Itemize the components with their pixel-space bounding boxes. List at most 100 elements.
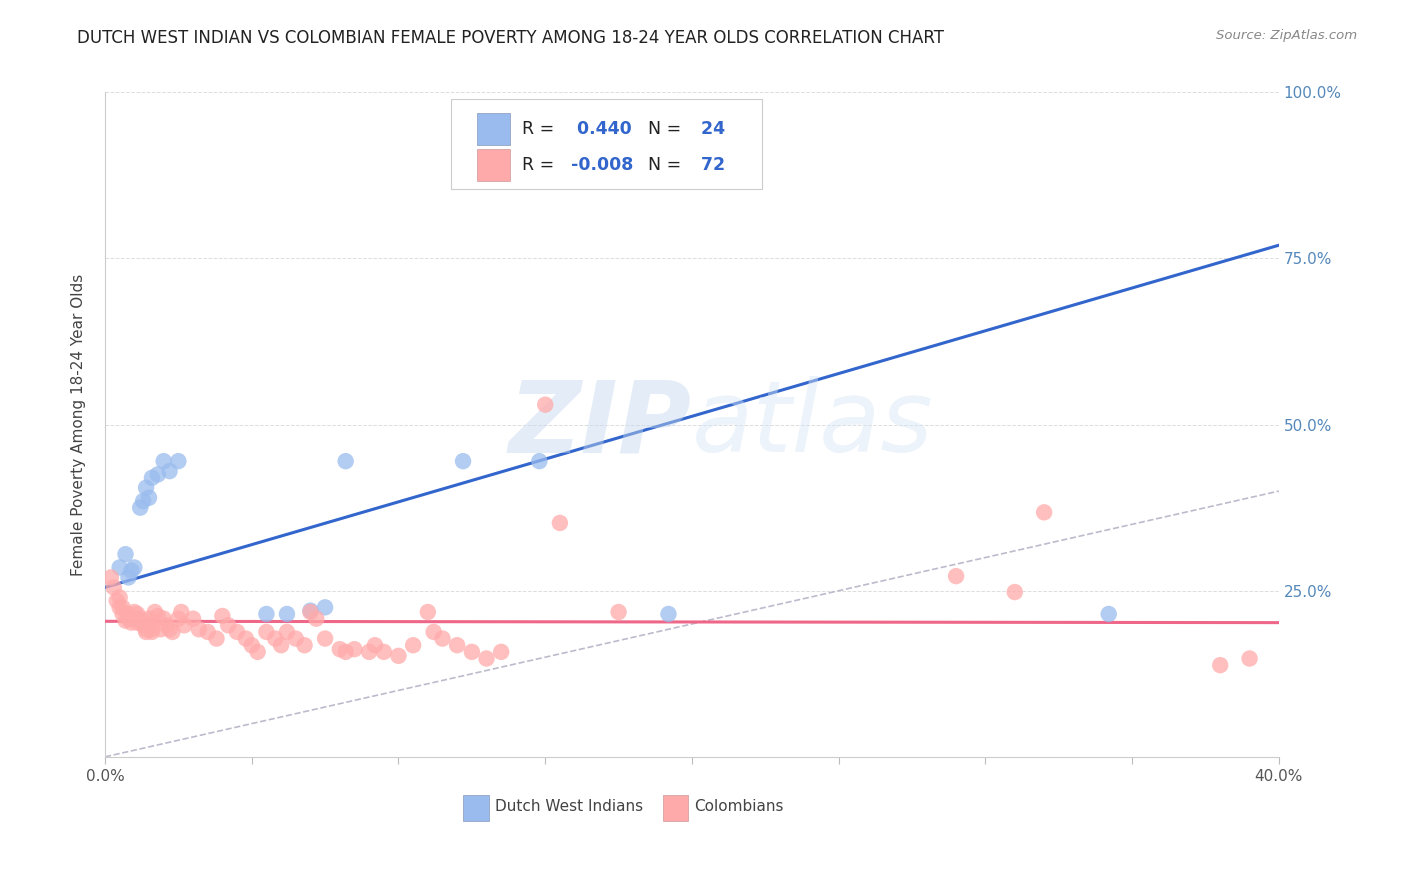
Point	[305, 612, 328, 626]
Point	[167, 612, 190, 626]
Point	[108, 600, 131, 615]
Point	[1209, 658, 1232, 673]
Point	[422, 624, 444, 639]
Point	[132, 618, 155, 632]
Point	[254, 607, 277, 621]
Point	[127, 607, 149, 621]
FancyBboxPatch shape	[477, 112, 510, 145]
FancyBboxPatch shape	[662, 795, 689, 822]
Point	[446, 638, 468, 652]
Point	[335, 645, 357, 659]
Point	[129, 612, 152, 626]
Point	[146, 609, 169, 624]
Text: ZIP: ZIP	[509, 376, 692, 473]
Point	[114, 614, 136, 628]
Point	[299, 604, 322, 618]
Point	[534, 398, 557, 412]
Point	[314, 632, 336, 646]
Point	[170, 605, 193, 619]
Point	[299, 605, 322, 619]
Point	[226, 624, 249, 639]
Text: N =: N =	[637, 120, 681, 137]
Point	[402, 638, 425, 652]
Point	[489, 645, 512, 659]
Point	[1239, 651, 1261, 665]
Point	[211, 609, 233, 624]
Point	[451, 454, 474, 468]
Point	[187, 622, 209, 636]
Point	[235, 632, 257, 646]
Point	[124, 560, 146, 574]
Text: Colombians: Colombians	[695, 799, 783, 814]
Point	[135, 481, 157, 495]
FancyBboxPatch shape	[477, 149, 510, 181]
Point	[475, 651, 498, 665]
Point	[387, 648, 409, 663]
Text: R =: R =	[522, 120, 554, 137]
Text: Source: ZipAtlas.com: Source: ZipAtlas.com	[1216, 29, 1357, 42]
Point	[359, 645, 381, 659]
Point	[143, 605, 166, 619]
Point	[120, 564, 142, 578]
Point	[432, 632, 454, 646]
Point	[162, 624, 184, 639]
Point	[138, 612, 160, 626]
Point	[138, 618, 160, 632]
Point	[103, 581, 125, 595]
Point	[111, 607, 134, 621]
Point	[461, 645, 484, 659]
Text: atlas: atlas	[692, 376, 934, 473]
Point	[135, 622, 157, 636]
FancyBboxPatch shape	[451, 99, 762, 189]
Point	[364, 638, 387, 652]
Point	[146, 467, 169, 482]
Point	[294, 638, 316, 652]
Point	[167, 454, 190, 468]
Point	[117, 570, 139, 584]
Text: DUTCH WEST INDIAN VS COLOMBIAN FEMALE POVERTY AMONG 18-24 YEAR OLDS CORRELATION : DUTCH WEST INDIAN VS COLOMBIAN FEMALE PO…	[77, 29, 945, 46]
Point	[117, 612, 139, 626]
Point	[124, 612, 146, 626]
Point	[181, 612, 204, 626]
Point	[329, 642, 352, 657]
Text: 0.440: 0.440	[571, 120, 631, 137]
Point	[108, 560, 131, 574]
Point	[152, 454, 174, 468]
Point	[246, 645, 269, 659]
Point	[284, 632, 307, 646]
Text: 72: 72	[696, 156, 725, 174]
Point	[264, 632, 287, 646]
Point	[132, 615, 155, 630]
Point	[343, 642, 366, 657]
Point	[314, 600, 336, 615]
Point	[132, 494, 155, 508]
Point	[1033, 505, 1056, 519]
Point	[416, 605, 439, 619]
Point	[529, 454, 551, 468]
Point	[254, 624, 277, 639]
Point	[240, 638, 263, 652]
Point	[135, 624, 157, 639]
Text: R =: R =	[522, 156, 554, 174]
Point	[124, 605, 146, 619]
Point	[548, 516, 571, 530]
Point	[114, 547, 136, 561]
Point	[270, 638, 292, 652]
Point	[276, 607, 298, 621]
Point	[108, 591, 131, 605]
Text: -0.008: -0.008	[571, 156, 634, 174]
Point	[197, 624, 219, 639]
Point	[100, 570, 122, 584]
Point	[159, 622, 181, 636]
Point	[105, 593, 128, 607]
Point	[657, 607, 679, 621]
Point	[117, 607, 139, 621]
Text: Dutch West Indians: Dutch West Indians	[495, 799, 643, 814]
Point	[141, 624, 163, 639]
Point	[607, 605, 630, 619]
Point	[1098, 607, 1121, 621]
Point	[149, 622, 172, 636]
Point	[138, 491, 160, 505]
Point	[945, 569, 967, 583]
Y-axis label: Female Poverty Among 18-24 Year Olds: Female Poverty Among 18-24 Year Olds	[72, 274, 86, 575]
